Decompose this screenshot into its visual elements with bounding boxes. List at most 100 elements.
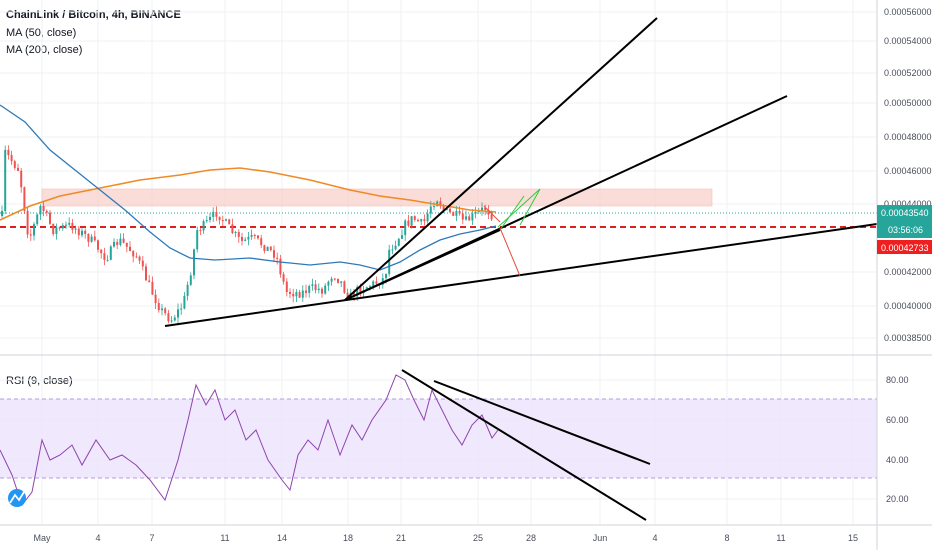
candle bbox=[228, 218, 231, 225]
time-tick-label: 11 bbox=[776, 533, 785, 543]
rsi-axis-labels: 80.00 60.00 40.00 20.00 bbox=[886, 375, 909, 504]
candle bbox=[301, 285, 304, 302]
candle bbox=[65, 221, 67, 229]
rsi-tick-label: 60.00 bbox=[886, 415, 909, 425]
candle bbox=[225, 218, 227, 222]
candle bbox=[417, 218, 419, 222]
candle bbox=[426, 209, 429, 224]
trendline-lower bbox=[164, 223, 878, 327]
time-tick-label: 4 bbox=[652, 533, 657, 543]
ma50-legend[interactable]: MA (50, close) bbox=[6, 27, 77, 39]
candle bbox=[68, 217, 71, 228]
price-tick-label: 0.00056000 bbox=[884, 7, 932, 17]
price-tick-label: 0.00038500 bbox=[884, 333, 932, 343]
candle bbox=[234, 230, 237, 238]
candle bbox=[282, 271, 285, 285]
candle bbox=[199, 227, 202, 235]
candle bbox=[221, 215, 224, 227]
bull-arrow-path-2 bbox=[497, 188, 541, 228]
rsi-legend[interactable]: RSI (9, close) bbox=[6, 375, 73, 387]
candle bbox=[253, 233, 256, 240]
candle bbox=[135, 252, 138, 259]
near-arrow-path bbox=[483, 205, 501, 223]
candle bbox=[279, 254, 282, 278]
resistance-zone bbox=[41, 188, 713, 207]
candle bbox=[129, 241, 131, 252]
price-tick-label: 0.00040000 bbox=[884, 301, 932, 311]
rsi-tick-label: 80.00 bbox=[886, 375, 909, 385]
candle bbox=[93, 230, 96, 242]
candle bbox=[343, 280, 346, 295]
candle bbox=[295, 289, 298, 303]
price-tick-label: 0.00054000 bbox=[884, 36, 932, 46]
candle bbox=[193, 248, 195, 280]
time-tick-label: 11 bbox=[220, 533, 229, 543]
candle bbox=[404, 219, 407, 241]
time-tick-label: Jun bbox=[593, 533, 608, 543]
ma200-legend[interactable]: MA (200, close) bbox=[6, 44, 83, 56]
candle bbox=[484, 204, 487, 216]
candle bbox=[324, 283, 327, 295]
candle bbox=[337, 278, 339, 284]
candle bbox=[461, 208, 464, 225]
candles bbox=[1, 145, 493, 324]
candle bbox=[52, 223, 55, 237]
time-tick-label: 7 bbox=[149, 533, 154, 543]
candle bbox=[237, 229, 240, 243]
candle bbox=[381, 273, 384, 289]
candle bbox=[74, 225, 77, 234]
level-price-tag: 0.00042733 bbox=[877, 240, 932, 254]
candle bbox=[257, 235, 259, 240]
candle bbox=[84, 228, 87, 239]
time-tick-label: 28 bbox=[526, 533, 536, 543]
price-tick-label: 0.00050000 bbox=[884, 98, 932, 108]
candle bbox=[61, 222, 64, 231]
price-axis-labels: 0.00056000 0.00054000 0.00052000 0.00050000… bbox=[884, 7, 932, 343]
current-price-value: 0.00043540 bbox=[881, 208, 929, 218]
candle bbox=[420, 218, 423, 226]
candle bbox=[311, 278, 314, 291]
countdown-value: 03:56:06 bbox=[888, 225, 923, 235]
candle bbox=[164, 307, 167, 316]
time-tick-label: 18 bbox=[343, 533, 353, 543]
candle bbox=[151, 276, 154, 295]
level-value: 0.00042733 bbox=[881, 243, 929, 253]
candle bbox=[205, 215, 208, 223]
candle bbox=[231, 218, 234, 235]
price-tick-label: 0.00042000 bbox=[884, 267, 932, 277]
candle bbox=[116, 239, 119, 250]
candle bbox=[276, 252, 279, 265]
candle bbox=[45, 209, 48, 217]
rsi-line bbox=[0, 374, 499, 507]
candle bbox=[305, 284, 307, 298]
candle bbox=[327, 280, 330, 291]
candle bbox=[186, 281, 189, 301]
time-axis-labels: May 4 7 11 14 18 21 25 28 Jun 4 8 11 15 bbox=[33, 533, 858, 543]
candle bbox=[439, 197, 442, 209]
price-tick-label: 0.00052000 bbox=[884, 68, 932, 78]
candle bbox=[141, 256, 144, 271]
candle bbox=[145, 263, 147, 281]
candle bbox=[413, 215, 416, 222]
candle bbox=[103, 247, 106, 266]
candle bbox=[154, 289, 157, 309]
time-tick-label: 8 bbox=[724, 533, 729, 543]
candle bbox=[308, 284, 311, 298]
candle bbox=[29, 228, 32, 241]
candle bbox=[397, 237, 400, 247]
candle bbox=[109, 244, 112, 261]
candle bbox=[170, 316, 173, 324]
rsi-trendline-flat bbox=[433, 380, 651, 465]
candle bbox=[157, 298, 160, 313]
candle bbox=[401, 229, 403, 240]
candle bbox=[183, 291, 186, 310]
candle bbox=[218, 216, 221, 225]
price-tick-label: 0.00046000 bbox=[884, 166, 932, 176]
candle bbox=[180, 303, 183, 315]
candle bbox=[132, 249, 135, 263]
candle bbox=[452, 211, 455, 217]
tradingview-logo-icon bbox=[8, 489, 26, 507]
candle bbox=[161, 304, 163, 316]
time-tick-label: 15 bbox=[848, 533, 858, 543]
